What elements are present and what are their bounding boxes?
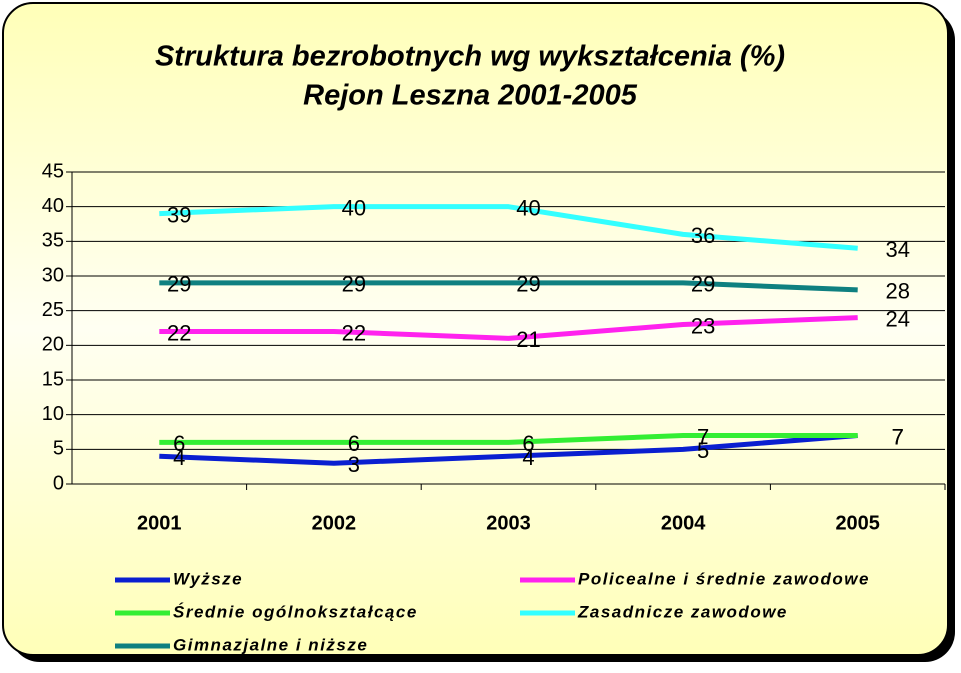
data-label: 6 [348,431,360,456]
data-label: 21 [516,327,540,352]
data-label: 40 [516,195,540,220]
x-tick-label: 2001 [137,512,182,534]
data-label: 7 [892,424,904,449]
y-tick-label: 0 [53,472,64,494]
x-tick-label: 2002 [312,512,357,534]
data-label: 39 [167,202,191,227]
data-label: 22 [167,320,191,345]
y-tick-label: 45 [42,160,64,182]
series-line [159,432,858,466]
data-label: 24 [885,306,909,331]
legend-label: Wyższe [173,569,243,588]
y-tick-label: 10 [42,403,64,425]
data-label: 29 [342,272,366,297]
legend-label: Policealne i średnie zawodowe [578,569,870,588]
data-label: 7 [697,424,709,449]
data-label: 6 [173,431,185,456]
legend-label: Gimnazjalne i niższe [173,635,368,654]
data-label: 6 [522,431,534,456]
x-tick-label: 2004 [661,512,706,534]
y-tick-label: 30 [42,264,64,286]
series-line [159,315,858,341]
data-label: 34 [885,237,909,262]
data-label: 3 [348,452,360,477]
data-label: 28 [885,279,909,304]
data-label: 23 [691,313,715,338]
series-line [159,204,858,251]
y-tick-label: 40 [42,195,64,217]
data-label: 4 [173,445,185,470]
y-tick-label: 25 [42,299,64,321]
chart-subtitle: Rejon Leszna 2001-2005 [303,80,638,112]
series-line [159,432,858,445]
data-label: 7 [892,424,904,449]
data-label: 4 [522,445,534,470]
data-label: 40 [342,195,366,220]
y-tick-label: 5 [53,438,64,460]
series-line [159,280,858,293]
y-tick-label: 20 [42,334,64,356]
data-label: 36 [691,223,715,248]
y-tick-label: 35 [42,230,64,252]
legend-label: Zasadnicze zawodowe [577,602,788,621]
chart-frame [2,2,949,656]
data-label: 5 [697,438,709,463]
data-label: 29 [691,272,715,297]
chart-title: Struktura bezrobotnych wg wykształcenia … [155,41,785,73]
data-label: 29 [516,272,540,297]
x-tick-label: 2005 [835,512,880,534]
data-label: 29 [167,272,191,297]
x-tick-label: 2003 [486,512,531,534]
y-tick-label: 15 [42,368,64,390]
legend-label: Średnie ogólnokształcące [173,602,418,621]
data-label: 22 [342,320,366,345]
